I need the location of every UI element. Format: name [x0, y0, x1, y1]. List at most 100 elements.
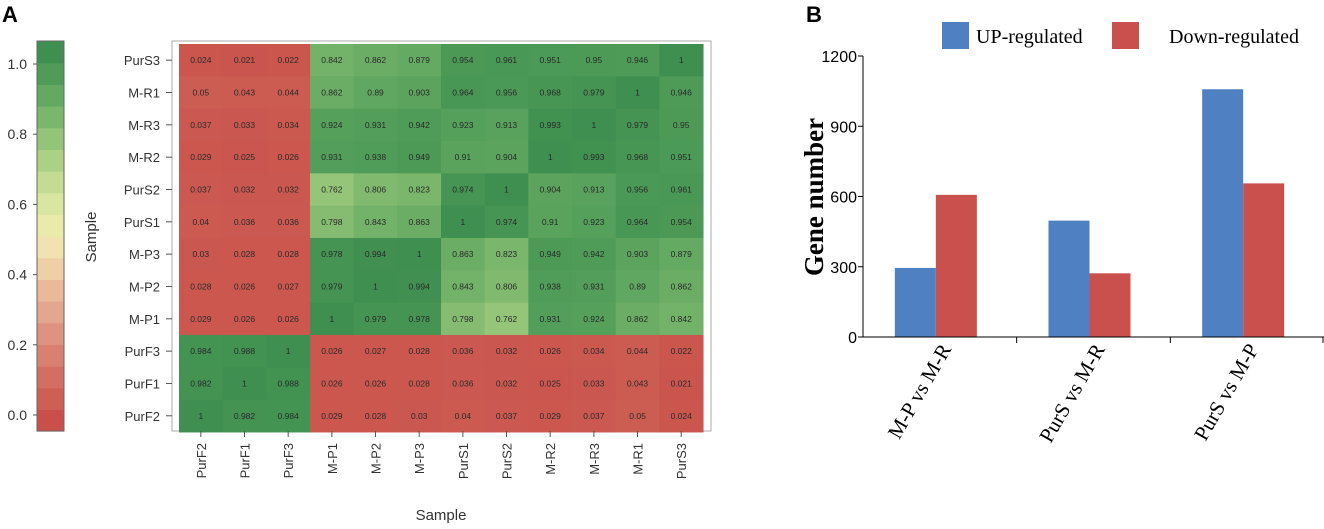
heatmap-cell-value: 0.951 — [540, 55, 562, 65]
bar-y-tick-label: 300 — [830, 260, 857, 277]
colorbar — [36, 40, 65, 432]
heatmap-cell-value: 1 — [417, 249, 422, 259]
bar-up-regulated-purs-vs-m-r — [1048, 220, 1090, 337]
heatmap-cell-purf2-purf2 — [179, 399, 224, 433]
heatmap-cell-purf3-m-p1 — [310, 334, 355, 368]
heatmap-cell-value: 0.988 — [278, 378, 300, 388]
heatmap-cell-m-r2-purs3 — [659, 140, 704, 174]
heatmap-cell-m-r3-m-r1 — [615, 108, 660, 142]
colorbar-segment — [37, 62, 64, 85]
heatmap-cell-value: 0.037 — [496, 411, 518, 421]
heatmap-cell-purs2-m-r2 — [528, 173, 573, 207]
heatmap-cell-m-p1-m-r1 — [615, 302, 660, 336]
heatmap-cell-value: 1 — [373, 281, 378, 291]
bar-y-tick-label: 900 — [830, 119, 857, 136]
heatmap-cell-value: 1 — [679, 55, 684, 65]
heatmap-cell-value: 0.91 — [455, 152, 472, 162]
legend-label-down-regulated: Down-regulated — [1169, 26, 1299, 48]
heatmap-cell-purf1-purf2 — [179, 367, 224, 401]
heatmap-cell-purf1-purs3 — [659, 367, 704, 401]
heatmap-cell-value: 0.032 — [496, 378, 518, 388]
heatmap-y-label-m-r1: M-R1 — [128, 85, 160, 100]
heatmap-cell-purf2-purs2 — [484, 399, 529, 433]
colorbar-segment — [37, 344, 64, 367]
heatmap-cell-value: 0.879 — [671, 249, 693, 259]
heatmap-cell-m-p1-m-r3 — [572, 302, 617, 336]
heatmap-cell-value: 0.024 — [190, 55, 212, 65]
heatmap-cell-purf1-m-r2 — [528, 367, 573, 401]
bar-down-regulated-m-p-vs-m-r — [935, 194, 977, 337]
heatmap-cell-m-r1-m-p1 — [310, 76, 355, 110]
heatmap-cell-value: 0.05 — [629, 411, 646, 421]
heatmap-cell-m-p2-purs2 — [484, 270, 529, 304]
heatmap-cell-value: 0.026 — [234, 314, 256, 324]
colorbar-segment — [37, 387, 64, 410]
heatmap-y-label-purf3: PurF3 — [125, 344, 160, 359]
heatmap-cell-m-r2-purf2 — [179, 140, 224, 174]
heatmap-x-label-purs1: PurS1 — [456, 443, 471, 479]
heatmap-cell-value: 0.931 — [540, 314, 562, 324]
heatmap-cell-purf2-purf1 — [222, 399, 267, 433]
heatmap-y-label-purs3: PurS3 — [124, 53, 160, 68]
heatmap-cell-m-p3-purf1 — [222, 237, 267, 271]
heatmap-cell-purf2-m-r2 — [528, 399, 573, 433]
heatmap-cell-m-p3-m-p3 — [397, 237, 442, 271]
heatmap-cell-value: 0.029 — [321, 411, 343, 421]
heatmap-cell-m-r2-purs2 — [484, 140, 529, 174]
bar-y-tick-label: 600 — [830, 190, 857, 207]
bar-y-axis-title: Gene number — [799, 118, 829, 276]
heatmap-cell-value: 0.036 — [234, 217, 256, 227]
legend-label-up-regulated: UP-regulated — [976, 26, 1083, 48]
heatmap-cell-value: 0.025 — [234, 152, 256, 162]
heatmap-cell-value: 0.762 — [321, 184, 343, 194]
heatmap-cell-m-r1-m-p3 — [397, 76, 442, 110]
heatmap-cell-m-p1-purs3 — [659, 302, 704, 336]
heatmap-cell-m-p3-m-p2 — [353, 237, 398, 271]
heatmap-cell-value: 0.993 — [540, 120, 562, 130]
heatmap-x-label-purf1: PurF1 — [238, 443, 253, 478]
heatmap-cell-purf3-m-r2 — [528, 334, 573, 368]
heatmap-cell-value: 0.974 — [496, 217, 518, 227]
colorbar-border — [36, 40, 65, 432]
heatmap-cell-m-p2-purf3 — [266, 270, 311, 304]
heatmap-cell-m-r2-purs1 — [441, 140, 486, 174]
heatmap-cell-m-p1-m-p1 — [310, 302, 355, 336]
heatmap-x-label-purs2: PurS2 — [500, 443, 515, 479]
heatmap-cell-m-r3-m-r3 — [572, 108, 617, 142]
heatmap-cell-m-p1-m-p3 — [397, 302, 442, 336]
heatmap-y-label-purs2: PurS2 — [124, 182, 160, 197]
heatmap-cell-value: 0.842 — [321, 55, 343, 65]
heatmap-cell-value: 0.956 — [627, 184, 649, 194]
heatmap-cell-m-p1-purs1 — [441, 302, 486, 336]
heatmap-cell-m-r1-m-r3 — [572, 76, 617, 110]
heatmap-cell-m-r2-purf1 — [222, 140, 267, 174]
heatmap-cell-value: 0.029 — [190, 314, 212, 324]
heatmap-y-labels: PurS3 M-R1 M-R3 M-R2 PurS2 PurS1 M-P3 M-P2 M-P1 P… — [124, 53, 172, 424]
heatmap-cell-m-r3-purf3 — [266, 108, 311, 142]
heatmap-cell-value: 0.938 — [540, 281, 562, 291]
heatmap-cell-m-p1-m-r2 — [528, 302, 573, 336]
colorbar-segment — [37, 41, 64, 64]
heatmap-cell-m-r2-purf3 — [266, 140, 311, 174]
heatmap-cell-value: 0.028 — [190, 281, 212, 291]
heatmap-cell-value: 0.968 — [540, 87, 562, 97]
heatmap-cell-value: 0.979 — [627, 120, 649, 130]
heatmap-cell-value: 0.028 — [409, 378, 431, 388]
colorbar-segment — [37, 149, 64, 172]
heatmap-cell-value: 0.913 — [583, 184, 605, 194]
heatmap-cell-value: 0.032 — [278, 184, 300, 194]
heatmap-cell-purf1-purf3 — [266, 367, 311, 401]
colorbar-ticks: 0.0 0.2 0.4 0.6 0.8 1.0 — [8, 56, 37, 423]
heatmap-cell-purf2-m-p3 — [397, 399, 442, 433]
heatmap-cell-value: 0.954 — [671, 217, 693, 227]
heatmap-cell-m-p1-purf2 — [179, 302, 224, 336]
heatmap-cell-purs3-purf3 — [266, 44, 311, 77]
heatmap-cell-value: 0.903 — [409, 87, 431, 97]
heatmap-cell-purs2-m-p2 — [353, 173, 398, 207]
heatmap-cell-m-p1-m-p2 — [353, 302, 398, 336]
heatmap-x-label-m-r3: M-R3 — [587, 443, 602, 475]
heatmap-cell-value: 0.043 — [627, 378, 649, 388]
heatmap-cell-value: 0.032 — [496, 346, 518, 356]
heatmap-x-label-m-r1: M-R1 — [631, 443, 646, 475]
heatmap-cell-m-p2-m-p3 — [397, 270, 442, 304]
